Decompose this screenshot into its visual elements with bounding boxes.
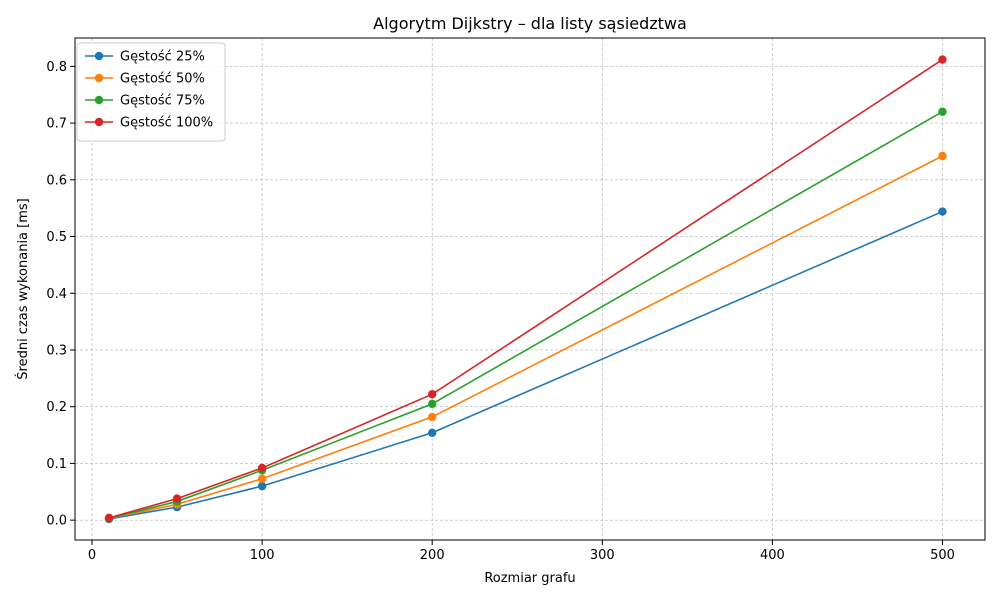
x-tick-label: 100 xyxy=(250,548,275,563)
legend-swatch-marker xyxy=(94,73,104,83)
y-tick-label: 0.0 xyxy=(46,514,67,529)
y-tick-label: 0.2 xyxy=(46,400,67,415)
x-tick-label: 0 xyxy=(88,548,96,563)
legend-item: Gęstość 100% xyxy=(85,116,213,131)
data-point xyxy=(427,399,437,409)
legend-swatch-marker xyxy=(94,117,104,127)
data-point xyxy=(938,55,947,64)
x-tick-label: 200 xyxy=(420,548,445,563)
x-axis-ticks: 0 100 200 300 400 500 xyxy=(88,540,955,563)
legend-swatch-marker xyxy=(94,95,104,105)
legend-item: Gęstość 25% xyxy=(85,50,205,65)
x-tick-label: 400 xyxy=(760,548,785,563)
y-tick-label: 0.5 xyxy=(46,230,67,245)
grid xyxy=(75,38,985,540)
data-point xyxy=(257,481,267,491)
y-tick-label: 0.8 xyxy=(46,60,67,75)
legend-item: Gęstość 75% xyxy=(85,94,205,109)
legend-label: Gęstość 25% xyxy=(120,50,205,65)
series-layer xyxy=(104,55,947,524)
legend-swatch-marker xyxy=(94,51,104,61)
data-point xyxy=(104,513,114,523)
y-tick-label: 0.3 xyxy=(46,343,67,358)
legend: Gęstość 25% Gęstość 50% Gęstość 75% Gęstość… xyxy=(76,42,226,142)
y-tick-label: 0.7 xyxy=(46,117,67,132)
data-point xyxy=(427,390,437,399)
y-tick-label: 0.4 xyxy=(46,287,67,302)
data-point xyxy=(938,207,947,216)
data-point xyxy=(172,494,182,503)
data-point xyxy=(257,474,267,483)
legend-box xyxy=(76,42,226,142)
legend-label: Gęstość 100% xyxy=(120,116,213,131)
data-point xyxy=(427,428,437,437)
plot-frame xyxy=(74,37,986,541)
series xyxy=(104,55,947,523)
y-axis-ticks: 0.0 0.1 0.2 0.3 0.4 0.5 0.6 0.7 0.8 xyxy=(46,60,75,529)
data-point xyxy=(257,463,267,473)
legend-label: Gęstość 75% xyxy=(120,94,205,109)
y-tick-label: 0.1 xyxy=(46,457,67,472)
x-tick-label: 500 xyxy=(930,548,955,563)
data-point xyxy=(938,151,947,161)
y-axis-label: Średni czas wykonania [ms] xyxy=(15,198,31,379)
x-axis-label: Rozmiar grafu xyxy=(484,571,575,586)
y-tick-label: 0.6 xyxy=(46,173,67,188)
chart-title: Algorytm Dijkstry – dla listy sąsiedztwa xyxy=(373,14,687,33)
data-point xyxy=(938,107,947,116)
legend-label: Gęstość 50% xyxy=(120,72,205,87)
x-tick-label: 300 xyxy=(590,548,615,563)
legend-item: Gęstość 50% xyxy=(85,72,205,87)
data-point xyxy=(427,412,437,422)
